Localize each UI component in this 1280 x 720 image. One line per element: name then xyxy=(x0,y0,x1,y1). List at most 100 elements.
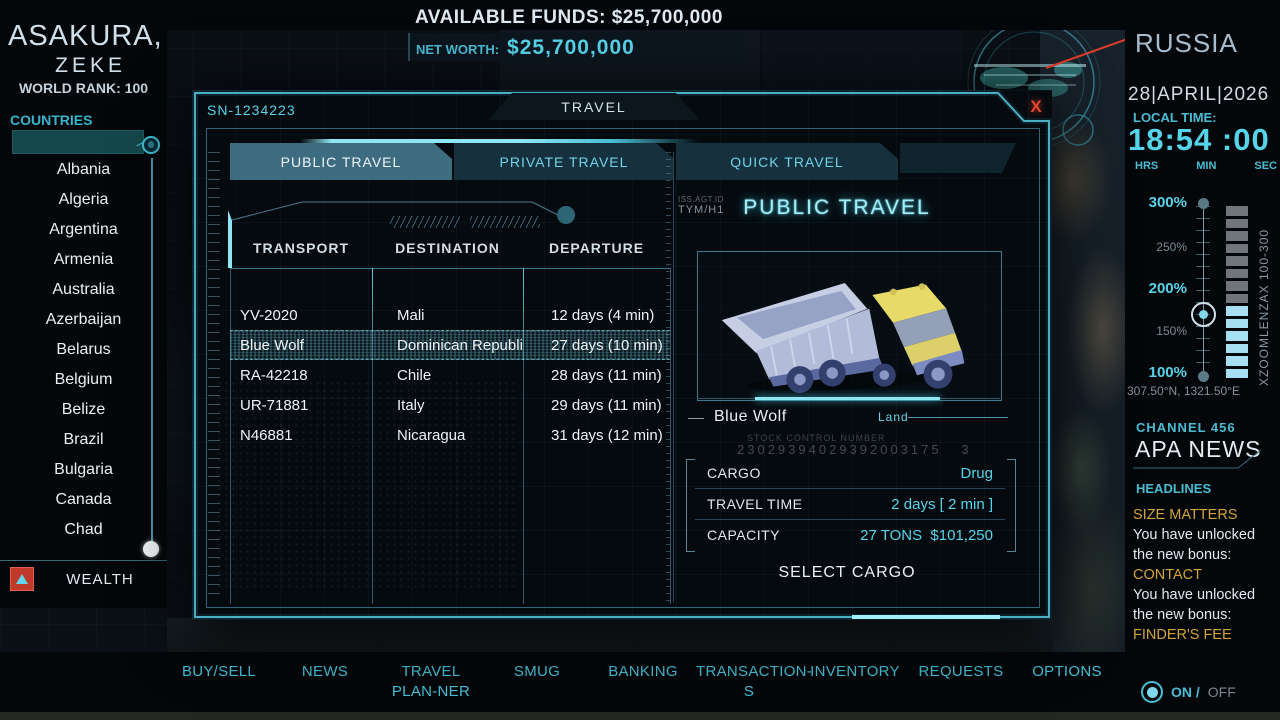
transport-table: YV-2020 Mali 12 days (4 min) Blue Wolf D… xyxy=(230,300,670,450)
zoom-label: 300% xyxy=(1148,194,1187,211)
country-item[interactable]: Chad xyxy=(64,521,103,538)
detail-panel-title: PUBLIC TRAVEL xyxy=(743,196,931,219)
select-cargo-button[interactable]: SELECT CARGO xyxy=(778,564,916,581)
column-line xyxy=(230,268,231,604)
country-item[interactable]: Australia xyxy=(52,281,115,298)
map-edge xyxy=(0,712,1280,720)
mode-line xyxy=(908,417,1008,418)
cell-departure: 28 days (11 min) xyxy=(551,366,662,384)
nav-requests[interactable]: REQUESTS xyxy=(918,663,1004,680)
available-funds: AVAILABLE FUNDS: $25,700,000 xyxy=(415,7,723,28)
country-item[interactable]: Armenia xyxy=(53,251,114,268)
country-item[interactable]: Belgium xyxy=(54,371,113,388)
satellite-map-strip xyxy=(1040,0,1140,652)
table-row[interactable]: UR-71881 Italy 29 days (11 min) xyxy=(230,390,670,420)
game-date: 28|APRIL|2026 xyxy=(1128,84,1270,105)
map-coordinates: 307.50°N, 1321.50°E xyxy=(1127,384,1241,398)
zoom-slider-handle[interactable] xyxy=(1191,302,1216,327)
stock-control-number: 23029394029392003175 3 xyxy=(737,442,972,457)
info-value: Drug xyxy=(960,464,993,482)
table-row[interactable]: RA-42218 Chile 28 days (11 min) xyxy=(230,360,670,390)
headline-body: You have unlocked xyxy=(1133,587,1256,603)
nav-news[interactable]: NEWS xyxy=(301,663,349,680)
nav-options[interactable]: OPTIONS xyxy=(1032,663,1102,680)
headline-title: SIZE MATTERS xyxy=(1133,507,1238,523)
nav-buy-sell[interactable]: BUY/SELL xyxy=(181,663,257,680)
wealth-section[interactable]: WEALTH xyxy=(0,565,167,595)
world-rank: WORLD RANK: 100 xyxy=(18,80,149,96)
headline-title: FINDER'S FEE xyxy=(1133,627,1232,643)
column-line xyxy=(523,268,524,604)
country-item[interactable]: Bulgaria xyxy=(54,461,113,478)
ruler-ticks-middle xyxy=(666,152,671,602)
right-sidebar: RUSSIA 28|APRIL|2026 LOCAL TIME: 18:54 :… xyxy=(1125,0,1280,660)
nav-travel-planner[interactable]: TRAVEL PLAN-NER xyxy=(391,663,471,700)
cargo-info-box: CARGO Drug TRAVEL TIME 2 days [ 2 min ] … xyxy=(695,458,1005,551)
scrollbar-handle[interactable] xyxy=(143,541,159,557)
country-item[interactable]: Belize xyxy=(61,401,106,418)
ruler-ticks-left xyxy=(208,152,220,602)
news-station: APA NEWS xyxy=(1135,436,1262,462)
column-header-transport: TRANSPORT xyxy=(252,240,350,256)
country-list: Albania Algeria Argentina Armenia Austra… xyxy=(0,155,167,545)
country-item[interactable]: Argentina xyxy=(49,221,118,238)
travel-dialog: SN-1234223 TRAVEL X PUBLIC TRAVEL PRIVAT… xyxy=(192,90,1052,620)
country-item[interactable]: Belarus xyxy=(56,341,111,358)
tab-public-travel[interactable]: PUBLIC TRAVEL xyxy=(230,143,452,180)
country-item[interactable]: Canada xyxy=(55,491,112,508)
nav-transactions[interactable]: TRANSACTION-S xyxy=(696,663,813,700)
table-row-selected[interactable]: Blue Wolf Dominican Republic 27 days (10… xyxy=(230,330,670,360)
time-units: HRS MIN SEC xyxy=(1135,160,1277,172)
map-strip-bottom xyxy=(167,618,1053,652)
active-tab-highlight xyxy=(300,139,700,143)
zoom-device-label: XZOOMLENZAX 100-300 xyxy=(1257,228,1271,386)
tab-quick-travel[interactable]: QUICK TRAVEL xyxy=(676,143,898,180)
table-header-row: TRANSPORT DESTINATION DEPARTURE xyxy=(230,236,670,260)
zoom-label: 200% xyxy=(1148,280,1187,297)
net-worth-label: NET WORTH: xyxy=(416,42,500,57)
dialog-title: TRAVEL xyxy=(488,93,700,120)
stock-control-label: STOCK CONTROL NUMBER xyxy=(747,433,886,443)
headline-body: You have unlocked xyxy=(1133,527,1256,543)
nav-inventory[interactable]: INVENTORY xyxy=(810,663,900,680)
country-scrollbar[interactable] xyxy=(151,158,153,544)
triangle-up-icon xyxy=(16,574,28,584)
nav-smug[interactable]: SMUG xyxy=(513,663,561,680)
info-label: TRAVEL TIME xyxy=(707,496,803,512)
name-dash xyxy=(688,418,704,419)
time-unit-sec: SEC xyxy=(1254,160,1277,172)
search-pin-icon xyxy=(142,136,160,154)
info-label: CARGO xyxy=(707,465,761,481)
cell-transport: UR-71881 xyxy=(240,396,309,414)
close-icon[interactable]: X xyxy=(1030,97,1042,116)
table-row[interactable]: YV-2020 Mali 12 days (4 min) xyxy=(230,300,670,330)
image-glow-line xyxy=(755,397,940,400)
cell-departure: 31 days (12 min) xyxy=(551,426,663,444)
country-item[interactable]: Algeria xyxy=(58,191,109,208)
country-item[interactable]: Brazil xyxy=(63,431,104,448)
headlines-label: HEADLINES xyxy=(1136,481,1212,496)
country-item[interactable]: Albania xyxy=(56,161,111,178)
column-line xyxy=(372,268,373,604)
tab-private-travel[interactable]: PRIVATE TRAVEL xyxy=(454,143,674,180)
zoom-track-end xyxy=(1198,198,1209,209)
country-search-input[interactable] xyxy=(12,130,144,154)
station-underline xyxy=(1133,448,1273,472)
headline-body: the new bonus: xyxy=(1133,547,1232,563)
local-time-value: 18:54 :00 xyxy=(1128,122,1270,157)
toggle-radio-icon xyxy=(1141,681,1163,703)
headline-body: the new bonus: xyxy=(1133,607,1232,623)
wealth-label: WEALTH xyxy=(66,571,134,588)
nav-banking[interactable]: BANKING xyxy=(608,663,678,680)
truck-image xyxy=(721,282,965,393)
news-channel: CHANNEL 456 xyxy=(1136,420,1236,435)
agent-id-bottom: TYM/H1 xyxy=(678,204,725,216)
zoom-slider-track[interactable] xyxy=(1203,204,1204,376)
player-firstname: ZEKE xyxy=(55,54,126,77)
net-worth-value: $25,700,000 xyxy=(507,36,635,59)
country-item[interactable]: Azerbaijan xyxy=(45,311,122,328)
accent-wedge xyxy=(228,210,232,268)
table-row[interactable]: N46881 Nicaragua 31 days (12 min) xyxy=(230,420,670,450)
sound-toggle[interactable]: ON / OFF xyxy=(1141,681,1236,703)
